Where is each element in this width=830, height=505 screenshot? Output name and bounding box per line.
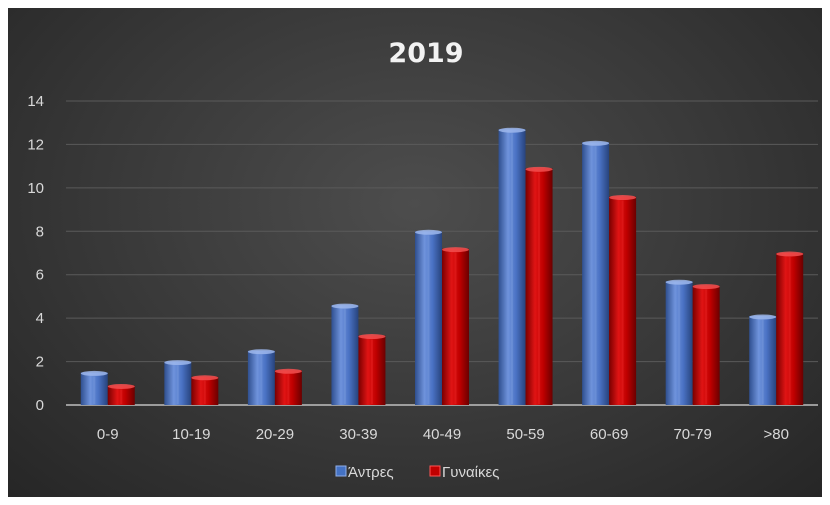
bar-body: [442, 248, 469, 405]
x-tick-label: 30-39: [339, 426, 377, 443]
y-tick-label: 8: [36, 223, 44, 240]
x-tick-label: >80: [763, 426, 788, 443]
y-tick-label: 6: [36, 267, 44, 284]
bar-body: [80, 372, 108, 405]
bar-women-20-29: [274, 368, 302, 405]
bar-women-50-59: [525, 166, 553, 405]
bar-body: [358, 335, 386, 405]
y-tick-label: 10: [27, 180, 44, 197]
bar-body: [609, 196, 637, 405]
bar-men-0-9: [80, 370, 108, 405]
bar-highlight: [525, 166, 553, 172]
y-tick-label: 4: [36, 310, 44, 327]
bar-men-50-59: [498, 127, 526, 405]
y-tick-label: 0: [36, 397, 44, 414]
bar-highlight: [415, 229, 442, 235]
y-tick-label: 12: [27, 136, 44, 153]
bar-women-40-49: [442, 247, 469, 405]
y-tick-label: 2: [36, 354, 44, 371]
bar-body: [331, 305, 359, 405]
bar-body: [525, 168, 553, 405]
bar-highlight: [442, 247, 469, 253]
bar-highlight: [609, 195, 637, 201]
bar-highlight: [498, 127, 526, 133]
legend-label: Γυναίκες: [442, 464, 499, 481]
bar-highlight: [331, 303, 359, 309]
bar-men-60-69: [582, 140, 610, 405]
bar-body: [191, 376, 219, 405]
bar-highlight: [749, 314, 777, 320]
bar-body: [776, 253, 804, 405]
x-tick-label: 0-9: [97, 426, 119, 443]
x-axis: 0-9 10-19 20-29 30-39 40-49 50-59 60-69 70-79 >8…: [97, 426, 789, 443]
bar-highlight: [164, 360, 192, 366]
bar-highlight: [582, 140, 610, 146]
legend-swatch: [429, 465, 441, 477]
bar-highlight: [665, 279, 693, 285]
x-tick-label: 70-79: [673, 426, 711, 443]
bar-women-60-69: [609, 195, 637, 405]
y-tick-label: 14: [27, 93, 44, 110]
bar-highlight: [80, 370, 108, 376]
bar-highlight: [692, 284, 720, 290]
bar-body: [665, 281, 693, 405]
x-tick-label: 40-49: [423, 426, 461, 443]
bar-men->80: [749, 314, 777, 405]
bar-women-70-79: [692, 284, 720, 405]
bar-men-20-29: [247, 349, 275, 405]
bar-body: [274, 370, 302, 405]
bar-men-30-39: [331, 303, 359, 405]
legend-item: Άντρες: [335, 464, 394, 481]
bar-highlight: [274, 368, 302, 374]
x-tick-label: 60-69: [590, 426, 628, 443]
bar-body: [749, 315, 777, 405]
chart-title: 2019: [388, 38, 463, 69]
bar-highlight: [358, 334, 386, 340]
bar-body: [692, 285, 720, 405]
bar-highlight: [107, 383, 135, 389]
bar-body: [164, 361, 192, 405]
bar-body: [415, 231, 442, 405]
bar-women->80: [776, 251, 804, 405]
bar-body: [247, 350, 275, 405]
legend: Άντρες Γυναίκες: [335, 464, 499, 481]
bar-men-40-49: [415, 229, 442, 405]
bar-body: [498, 129, 526, 405]
bars: [80, 127, 804, 405]
bar-women-0-9: [107, 383, 135, 405]
bar-highlight: [191, 375, 219, 381]
y-axis: 0 2 4 6 8 10 12 14: [27, 93, 44, 414]
bar-highlight: [776, 251, 804, 257]
bar-body: [582, 142, 610, 405]
legend-swatch: [335, 465, 347, 477]
bar-women-30-39: [358, 334, 386, 405]
bar-men-70-79: [665, 279, 693, 405]
bar-highlight: [247, 349, 275, 355]
x-tick-label: 10-19: [172, 426, 210, 443]
x-tick-label: 20-29: [256, 426, 294, 443]
bar-women-10-19: [191, 375, 219, 405]
x-tick-label: 50-59: [506, 426, 544, 443]
bar-body: [107, 385, 135, 405]
bar-men-10-19: [164, 360, 192, 405]
legend-item: Γυναίκες: [429, 464, 499, 481]
legend-label: Άντρες: [348, 464, 394, 481]
